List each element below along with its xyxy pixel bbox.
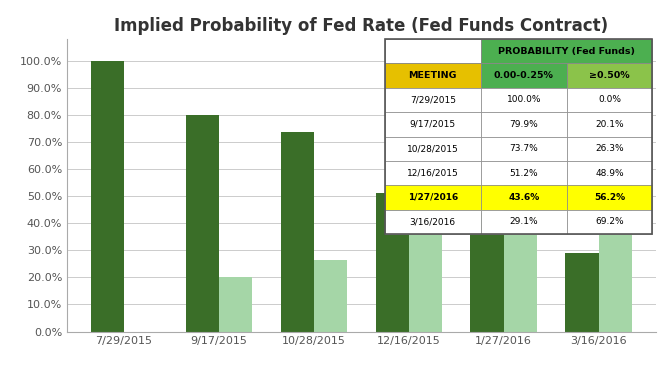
Legend: 0.00-0.25%, ≥0.50%: 0.00-0.25%, ≥0.50% [201, 385, 379, 390]
Bar [567, 112, 652, 136]
Bar [185, 115, 219, 332]
Text: ≥0.50%: ≥0.50% [589, 71, 630, 80]
Bar [409, 199, 442, 332]
Bar [470, 213, 504, 332]
Bar [481, 112, 567, 136]
Text: 73.7%: 73.7% [510, 144, 538, 153]
Bar [567, 161, 652, 185]
Text: 69.2%: 69.2% [595, 217, 624, 226]
Bar [504, 179, 537, 332]
Bar [385, 210, 481, 234]
Text: 100.0%: 100.0% [506, 96, 541, 105]
Bar [567, 210, 652, 234]
Bar [385, 63, 481, 88]
Text: PROBABILITY (Fed Funds): PROBABILITY (Fed Funds) [498, 47, 635, 56]
Text: 10/28/2015: 10/28/2015 [407, 144, 459, 153]
Text: 51.2%: 51.2% [510, 168, 538, 177]
Bar [385, 161, 481, 185]
Bar [567, 185, 652, 210]
Text: 0.00-0.25%: 0.00-0.25% [494, 71, 554, 80]
Bar [481, 210, 567, 234]
Bar [567, 88, 652, 112]
Text: 3/16/2016: 3/16/2016 [410, 217, 456, 226]
Bar [481, 161, 567, 185]
Bar [385, 185, 481, 210]
Bar [385, 39, 481, 63]
Bar [385, 88, 481, 112]
Bar [385, 112, 481, 136]
Text: 26.3%: 26.3% [595, 144, 624, 153]
Bar [219, 277, 252, 332]
Bar [481, 136, 567, 161]
Text: 56.2%: 56.2% [594, 193, 625, 202]
Text: 20.1%: 20.1% [595, 120, 624, 129]
Text: 9/17/2015: 9/17/2015 [410, 120, 456, 129]
Bar [314, 260, 347, 332]
Text: MEETING: MEETING [409, 71, 457, 80]
Text: 0.0%: 0.0% [598, 96, 621, 105]
Text: 48.9%: 48.9% [595, 168, 624, 177]
Bar [481, 185, 567, 210]
Bar [385, 136, 481, 161]
Bar [280, 132, 314, 332]
Text: 79.9%: 79.9% [510, 120, 538, 129]
Text: 29.1%: 29.1% [510, 217, 538, 226]
Bar [481, 63, 567, 88]
Bar [90, 61, 124, 332]
Bar [567, 136, 652, 161]
Title: Implied Probability of Fed Rate (Fed Funds Contract): Implied Probability of Fed Rate (Fed Fun… [114, 17, 608, 35]
Bar [375, 193, 409, 332]
Bar [567, 63, 652, 88]
Bar [481, 88, 567, 112]
Text: 7/29/2015: 7/29/2015 [410, 96, 456, 105]
Text: 1/27/2016: 1/27/2016 [407, 193, 458, 202]
Text: 43.6%: 43.6% [508, 193, 539, 202]
Bar [565, 253, 599, 332]
Bar [481, 39, 652, 63]
Bar [599, 144, 632, 332]
Text: 12/16/2015: 12/16/2015 [407, 168, 459, 177]
